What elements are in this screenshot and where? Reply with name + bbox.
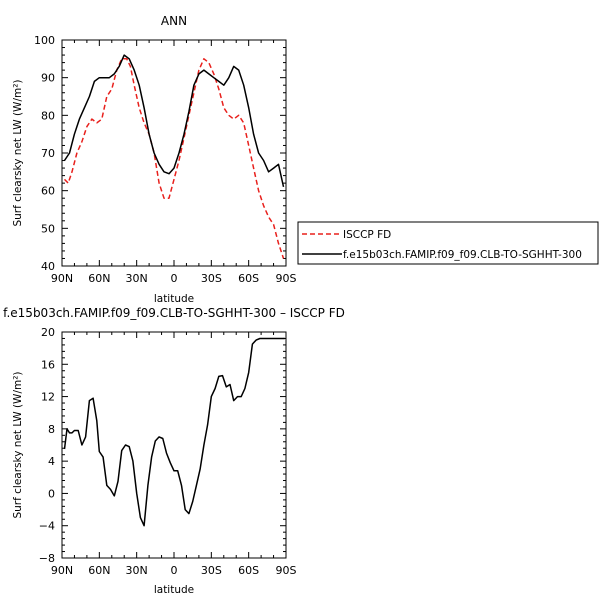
top-plot-frame: [61, 39, 287, 267]
bottom-chart-title: f.e15b03ch.FAMIP.f09_f09.CLB-TO-SGHHT-30…: [3, 306, 345, 320]
y-tick-label: 90: [41, 72, 55, 85]
bottom-x-axis: 90N 60N 30N 0 30S 60S 90S: [51, 332, 297, 577]
series-line-1: [63, 54, 285, 188]
x-tick-label: 0: [171, 564, 178, 577]
x-tick-label: 30S: [201, 564, 222, 577]
x-tick-label: 30N: [126, 272, 148, 285]
top-x-axis-label: latitude: [154, 293, 194, 305]
y-tick-label: 16: [41, 358, 55, 371]
top-chart-title: ANN: [161, 14, 187, 28]
x-tick-label: 30N: [126, 564, 148, 577]
bottom-plot-frame: [61, 331, 287, 559]
y-tick-label: 8: [48, 423, 55, 436]
y-tick-label: −4: [39, 520, 55, 533]
y-tick-label: 0: [48, 487, 55, 500]
y-tick-label: 20: [41, 326, 55, 339]
top-x-axis: 90N 60N 30N 0 30S 60S 90S: [51, 40, 297, 285]
y-tick-label: 100: [34, 34, 55, 47]
x-tick-label: 30S: [201, 272, 222, 285]
y-tick-label: 40: [41, 260, 55, 273]
legend-label-model: f.e15b03ch.FAMIP.f09_f09.CLB-TO-SGHHT-30…: [343, 249, 582, 261]
bottom-series-group: [63, 337, 285, 527]
x-tick-label: 90N: [51, 272, 73, 285]
y-tick-label: −8: [39, 552, 55, 565]
top-series-group: [63, 54, 285, 259]
bottom-y-axis: −8 −4 0 4 8 12 16 20: [39, 326, 286, 565]
x-tick-label: 60N: [88, 564, 110, 577]
bottom-y-axis-label: Surf clearsky net LW (W/m²): [12, 371, 24, 518]
x-tick-label: 0: [171, 272, 178, 285]
x-tick-label: 90S: [276, 564, 297, 577]
legend-label-isccp: ISCCP FD: [343, 229, 391, 241]
x-tick-label: 60S: [238, 272, 259, 285]
top-y-axis-label: Surf clearsky net LW (W/m²): [12, 79, 24, 226]
x-tick-label: 90S: [276, 272, 297, 285]
x-tick-label: 60N: [88, 272, 110, 285]
y-tick-label: 80: [41, 109, 55, 122]
y-tick-label: 60: [41, 185, 55, 198]
y-tick-label: 4: [48, 455, 55, 468]
legend-box: [297, 221, 599, 265]
series-line-0: [63, 337, 285, 527]
x-tick-label: 60S: [238, 564, 259, 577]
series-line-0: [63, 58, 285, 259]
top-y-axis: 40 50 60 70 80 90 100: [34, 34, 286, 273]
bottom-x-axis-label: latitude: [154, 584, 194, 596]
y-tick-label: 50: [41, 222, 55, 235]
y-tick-label: 12: [41, 391, 55, 404]
x-tick-label: 90N: [51, 564, 73, 577]
y-tick-label: 70: [41, 147, 55, 160]
